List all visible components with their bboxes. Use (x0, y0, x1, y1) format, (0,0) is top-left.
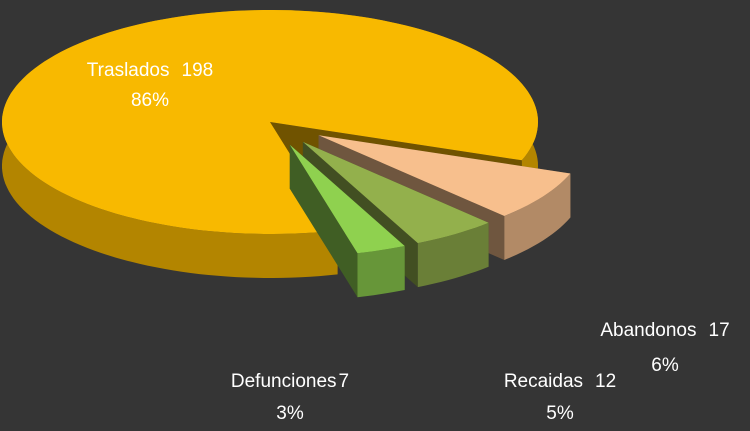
slice-rim (504, 173, 571, 260)
category-label: Defunciones (231, 371, 337, 392)
slice-rim (417, 222, 489, 288)
slice (289, 144, 405, 254)
percent-label: 3% (276, 403, 304, 424)
labels: Traslados 198 86% Abandonos 17 6% Recaidas 12 5%… (87, 60, 730, 424)
percent-label: 6% (651, 355, 679, 376)
value-label: 198 (182, 60, 214, 81)
category-label: Abandonos (600, 320, 696, 341)
value-label: 12 (595, 371, 616, 392)
value-label: 17 (709, 320, 730, 341)
slice-rim (357, 246, 405, 298)
category-label: Recaidas (504, 371, 583, 392)
slice (302, 141, 489, 244)
pie (2, 10, 571, 298)
percent-label: 5% (546, 403, 574, 424)
slice-label: Recaidas 12 (504, 371, 616, 392)
slice (2, 10, 538, 234)
category-label: Traslados (87, 60, 170, 81)
slice-label: Defunciones 7 (231, 371, 349, 392)
slice-label: Traslados 198 (87, 60, 213, 81)
slice-label: Abandonos 17 (600, 320, 729, 341)
slice (318, 135, 571, 216)
percent-label: 86% (131, 90, 169, 111)
slice-wall (289, 144, 358, 298)
value-label: 7 (339, 371, 350, 392)
